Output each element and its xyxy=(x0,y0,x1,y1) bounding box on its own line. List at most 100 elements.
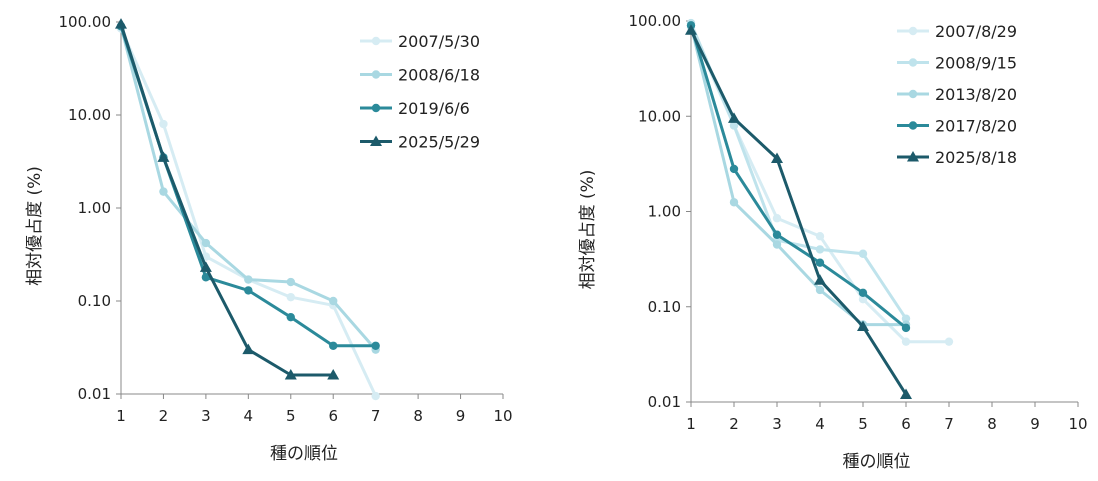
legend-label: 2008/9/15 xyxy=(935,54,1017,73)
series-2019/6/6 xyxy=(116,22,380,350)
x-axis-title: 種の順位 xyxy=(843,452,911,472)
x-tick-label: 9 xyxy=(456,407,466,425)
data-point xyxy=(286,292,295,302)
data-point xyxy=(371,341,380,350)
series-line xyxy=(689,24,907,330)
y-tick-label: 10.00 xyxy=(638,107,681,125)
data-point xyxy=(242,343,255,355)
x-tick-label: 5 xyxy=(858,415,868,433)
data-point xyxy=(201,273,211,282)
legend-label: 2025/8/18 xyxy=(935,148,1017,167)
data-point xyxy=(329,296,338,306)
data-point xyxy=(201,238,211,248)
data-point xyxy=(159,119,168,129)
x-tick-label: 10 xyxy=(493,407,512,425)
y-tick-label: 10.00 xyxy=(68,106,111,124)
series-line xyxy=(119,25,377,351)
data-point xyxy=(944,337,954,346)
data-point xyxy=(199,261,212,272)
data-point xyxy=(858,288,868,298)
series-line xyxy=(689,29,908,396)
x-tick-label: 4 xyxy=(244,407,254,425)
x-axis-title: 種の順位 xyxy=(270,444,338,464)
series-line xyxy=(119,23,334,377)
data-point xyxy=(728,112,740,123)
x-tick-label: 1 xyxy=(686,415,696,433)
data-point xyxy=(858,249,868,258)
data-point xyxy=(371,391,380,401)
x-tick-label: 2 xyxy=(159,407,169,425)
series-2007/8/29 xyxy=(686,23,954,346)
legend-entry: 2025/5/29 xyxy=(360,133,480,152)
data-point xyxy=(858,295,868,304)
data-point xyxy=(901,323,911,333)
data-point xyxy=(901,337,911,346)
data-point xyxy=(901,314,911,323)
data-point xyxy=(729,121,739,130)
data-point xyxy=(327,369,340,380)
data-point xyxy=(772,240,782,249)
data-point xyxy=(815,285,825,295)
x-tick-label: 7 xyxy=(944,415,954,433)
data-point xyxy=(284,369,297,380)
legend-marker xyxy=(908,89,918,99)
y-axis-title: 相対優占度 (%) xyxy=(25,166,45,286)
x-tick-label: 5 xyxy=(286,407,296,425)
y-tick-label: 0.01 xyxy=(78,385,111,403)
data-point xyxy=(157,151,170,162)
series-2013/8/20 xyxy=(686,21,911,329)
chart-2: 1 2 3 4 5 6 7 8 9 10 0.01 0.10 1.00 10.00 100.00 種の順位 相対… xyxy=(578,12,1088,472)
x-tick-label: 1 xyxy=(116,407,126,425)
data-point xyxy=(286,312,295,322)
legend-label: 2008/6/18 xyxy=(398,66,480,85)
x-tick-label: 7 xyxy=(371,407,381,425)
legend-entry: 2008/9/15 xyxy=(897,54,1017,73)
y-tick-label: 0.01 xyxy=(648,393,681,411)
data-point xyxy=(115,18,127,29)
legend-entry: 2007/5/30 xyxy=(360,32,480,51)
x-tick-label: 3 xyxy=(772,415,782,433)
data-point xyxy=(729,164,739,174)
data-point xyxy=(814,274,826,285)
data-point xyxy=(857,320,869,332)
data-point xyxy=(329,341,338,350)
legend-entry: 2017/8/20 xyxy=(897,117,1017,136)
y-tick-label: 0.10 xyxy=(648,298,681,316)
data-point xyxy=(772,230,782,239)
data-point xyxy=(244,275,253,284)
series-line xyxy=(119,27,378,397)
legend-entry: 2008/6/18 xyxy=(360,66,480,85)
chart-1: 1 2 3 4 5 6 7 8 9 10 0.01 0.10 1.00 10.00 100.00 種の順位 相対… xyxy=(25,13,513,464)
series-2025/5/29 xyxy=(115,18,340,380)
legend-label: 2025/5/29 xyxy=(398,133,480,152)
series-2017/8/20 xyxy=(686,21,911,333)
data-point xyxy=(900,388,912,399)
legend-marker xyxy=(908,26,918,36)
x-tick-label: 6 xyxy=(328,407,338,425)
series-line xyxy=(119,25,376,348)
data-point xyxy=(815,245,825,254)
y-tick-label: 100.00 xyxy=(629,12,682,30)
x-tick-label: 9 xyxy=(1030,415,1040,433)
x-tick-label: 4 xyxy=(815,415,825,433)
data-point xyxy=(815,232,825,241)
y-tick-label: 100.00 xyxy=(59,13,112,31)
series-line xyxy=(689,25,906,327)
x-tick-label: 3 xyxy=(201,407,211,425)
data-point xyxy=(685,24,697,35)
series-2025/8/18 xyxy=(685,24,912,399)
x-tick-label: 2 xyxy=(729,415,739,433)
legend-label: 2017/8/20 xyxy=(935,117,1017,136)
legend-label: 2019/6/6 xyxy=(398,99,470,118)
series-2008/6/18 xyxy=(116,22,380,354)
y-tick-label: 0.10 xyxy=(78,292,111,310)
legend-label: 2007/5/30 xyxy=(398,32,480,51)
legend-marker xyxy=(371,36,381,46)
data-point xyxy=(286,277,295,287)
legend-label: 2007/8/29 xyxy=(935,22,1017,41)
legend-marker xyxy=(371,70,381,79)
y-axis-title: 相対優占度 (%) xyxy=(578,170,598,290)
legend-marker xyxy=(908,58,918,67)
legend-entry: 2019/6/6 xyxy=(360,99,470,118)
series-2008/9/15 xyxy=(686,18,911,323)
